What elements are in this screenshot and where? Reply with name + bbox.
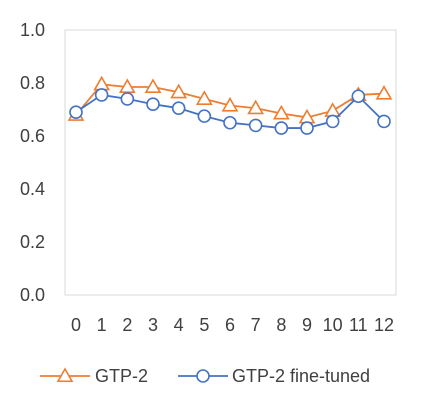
plot-area-border — [64, 29, 397, 296]
data-point — [300, 121, 314, 135]
circle-marker-icon — [196, 369, 210, 383]
data-point — [94, 88, 109, 102]
data-point — [69, 105, 83, 119]
data-point — [221, 96, 239, 112]
x-axis-ticks: 0 1 2 3 4 5 6 7 8 9 10 11 12 — [71, 315, 394, 335]
data-point — [248, 118, 263, 133]
y-tick-label: 0.6 — [20, 126, 45, 146]
x-tick-label: 5 — [199, 315, 209, 335]
data-point — [195, 90, 213, 105]
data-point — [146, 97, 160, 111]
x-tick-label: 7 — [251, 315, 261, 335]
legend: GTP-2 GTP-2 fine-tuned — [40, 366, 370, 386]
y-tick-label: 1.0 — [20, 20, 45, 40]
data-point — [171, 101, 186, 115]
x-tick-label: 1 — [97, 315, 107, 335]
data-point — [93, 75, 111, 91]
data-point — [274, 121, 289, 135]
triangle-marker-icon — [56, 367, 74, 383]
data-point — [272, 104, 290, 120]
data-point — [247, 99, 265, 115]
series-gtp-2 — [67, 75, 393, 124]
x-tick-label: 9 — [302, 315, 312, 335]
y-tick-label: 0.8 — [20, 73, 45, 93]
data-point — [223, 115, 237, 130]
y-tick-label: 0.4 — [20, 179, 45, 199]
series-layer — [67, 75, 393, 135]
legend-item: GTP-2 — [40, 366, 148, 386]
x-tick-label: 2 — [122, 315, 132, 335]
y-axis-ticks: 0.0 0.2 0.4 0.6 0.8 1.0 — [20, 20, 45, 305]
data-point — [375, 84, 393, 100]
data-point — [170, 83, 188, 99]
data-point — [144, 78, 162, 94]
data-point — [324, 102, 342, 117]
x-tick-label: 12 — [374, 315, 394, 335]
y-tick-label: 0.2 — [20, 232, 45, 252]
x-tick-label: 10 — [323, 315, 343, 335]
legend-label: GTP-2 — [95, 366, 148, 386]
data-point — [120, 92, 135, 106]
x-tick-label: 0 — [71, 315, 81, 335]
x-tick-label: 6 — [225, 315, 235, 335]
x-tick-label: 8 — [276, 315, 286, 335]
x-tick-label: 4 — [174, 315, 184, 335]
x-tick-label: 11 — [349, 315, 368, 335]
x-tick-label: 3 — [148, 315, 158, 335]
legend-item: GTP-2 fine-tuned — [178, 366, 370, 386]
series-gtp-2-fine-tuned — [69, 88, 391, 135]
data-point — [377, 114, 391, 129]
data-point — [351, 89, 366, 104]
data-point — [197, 109, 212, 123]
y-tick-label: 0.0 — [20, 285, 45, 305]
legend-label: GTP-2 fine-tuned — [232, 366, 370, 386]
data-point — [325, 114, 340, 129]
